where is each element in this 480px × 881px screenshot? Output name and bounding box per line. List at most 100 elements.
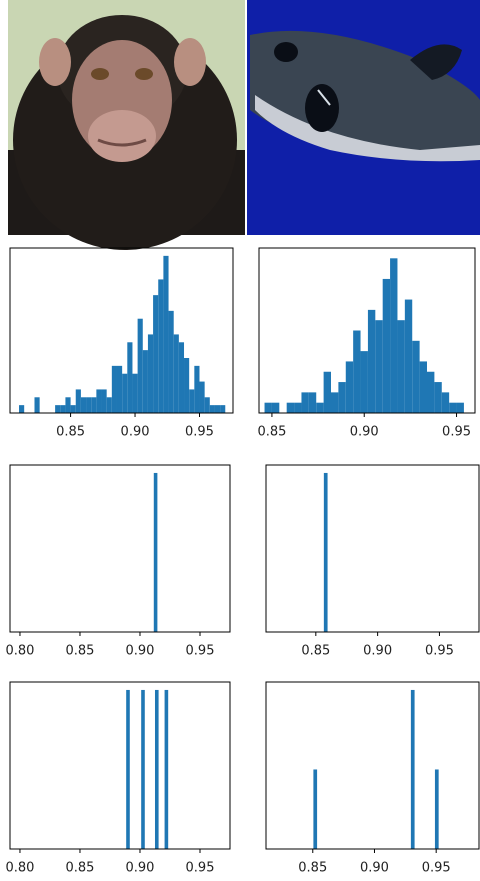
bar bbox=[301, 392, 309, 413]
bar bbox=[338, 382, 346, 413]
bar bbox=[132, 373, 138, 413]
bar bbox=[294, 402, 302, 413]
bar bbox=[375, 320, 383, 413]
bar bbox=[19, 405, 25, 413]
x-tick-label: 0.90 bbox=[350, 425, 379, 440]
histogram-panel: 0.80 0.85 0.90 0.95 bbox=[5, 464, 231, 659]
bar bbox=[204, 397, 210, 413]
bar bbox=[308, 392, 317, 413]
bar bbox=[184, 358, 190, 413]
bar bbox=[412, 340, 420, 413]
bar bbox=[137, 318, 143, 413]
bar bbox=[141, 689, 145, 849]
bar bbox=[323, 371, 331, 413]
x-tick-label: 0.95 bbox=[186, 861, 215, 876]
bar bbox=[390, 258, 398, 413]
bar bbox=[323, 472, 328, 632]
bar bbox=[271, 402, 280, 413]
bar bbox=[456, 402, 464, 413]
bar bbox=[127, 342, 133, 413]
bar bbox=[154, 689, 159, 849]
bar bbox=[164, 689, 169, 849]
bar bbox=[353, 330, 361, 413]
bar bbox=[142, 350, 148, 413]
bar bbox=[214, 405, 221, 413]
x-tick-label: 0.95 bbox=[425, 644, 454, 659]
bar bbox=[404, 299, 413, 413]
x-tick-label: 0.85 bbox=[56, 425, 85, 440]
bar bbox=[178, 342, 185, 413]
bar bbox=[126, 689, 130, 849]
bar bbox=[264, 402, 272, 413]
bar bbox=[209, 405, 215, 413]
bar bbox=[91, 397, 97, 413]
x-tick-label: 0.85 bbox=[65, 644, 94, 659]
bar bbox=[153, 472, 158, 632]
bar bbox=[86, 397, 92, 413]
bar bbox=[345, 361, 354, 413]
axes-frame bbox=[265, 464, 480, 633]
bar bbox=[111, 365, 117, 413]
bar bbox=[419, 361, 427, 413]
axes-frame bbox=[265, 681, 480, 850]
bar bbox=[367, 309, 376, 413]
bar bbox=[60, 405, 66, 413]
bar bbox=[106, 397, 112, 413]
bar bbox=[70, 405, 76, 413]
x-tick-label: 0.95 bbox=[185, 425, 214, 440]
bar bbox=[313, 769, 318, 849]
bar bbox=[220, 405, 226, 413]
pufferfish-photo bbox=[247, 0, 480, 235]
chimp-photo bbox=[8, 0, 245, 250]
bar bbox=[434, 382, 442, 413]
bar bbox=[101, 389, 107, 413]
bar bbox=[449, 402, 457, 413]
bar bbox=[397, 320, 405, 413]
bar bbox=[316, 402, 324, 413]
bar bbox=[163, 255, 169, 413]
bar bbox=[55, 405, 61, 413]
bar bbox=[34, 397, 40, 413]
histogram-panel: 0.85 0.90 0.95 bbox=[257, 247, 476, 440]
bar bbox=[173, 334, 179, 413]
bar bbox=[434, 769, 439, 849]
bar bbox=[153, 295, 159, 413]
x-tick-label: 0.80 bbox=[5, 644, 34, 659]
x-tick-label: 0.90 bbox=[126, 861, 155, 876]
bar bbox=[158, 279, 164, 413]
bar bbox=[168, 310, 174, 413]
bar bbox=[116, 365, 123, 413]
bar bbox=[382, 278, 391, 413]
bar bbox=[331, 392, 339, 413]
bar bbox=[360, 351, 368, 413]
x-tick-label: 0.85 bbox=[298, 861, 327, 876]
bar bbox=[199, 381, 205, 413]
axes-frame bbox=[9, 464, 231, 633]
x-tick-label: 0.95 bbox=[186, 644, 215, 659]
x-tick-label: 0.95 bbox=[422, 861, 451, 876]
bar bbox=[441, 392, 450, 413]
x-tick-label: 0.85 bbox=[257, 425, 286, 440]
bar bbox=[427, 371, 435, 413]
histogram-panel: 0.85 0.90 0.95 bbox=[265, 681, 480, 876]
bar bbox=[75, 389, 81, 413]
x-tick-label: 0.95 bbox=[442, 425, 471, 440]
x-tick-label: 0.90 bbox=[363, 644, 392, 659]
x-tick-label: 0.80 bbox=[5, 861, 34, 876]
bar bbox=[189, 389, 195, 413]
x-tick-label: 0.85 bbox=[301, 644, 330, 659]
bar bbox=[147, 334, 154, 413]
bar bbox=[96, 389, 102, 413]
x-tick-label: 0.90 bbox=[360, 861, 389, 876]
bar bbox=[194, 365, 200, 413]
bar bbox=[122, 373, 128, 413]
axes-frame bbox=[9, 681, 231, 850]
x-tick-label: 0.90 bbox=[121, 425, 150, 440]
axes-frame bbox=[258, 247, 476, 414]
x-tick-label: 0.85 bbox=[65, 861, 94, 876]
bar bbox=[65, 397, 71, 413]
bar bbox=[80, 397, 87, 413]
bar bbox=[410, 689, 415, 849]
axes-frame bbox=[9, 247, 234, 414]
